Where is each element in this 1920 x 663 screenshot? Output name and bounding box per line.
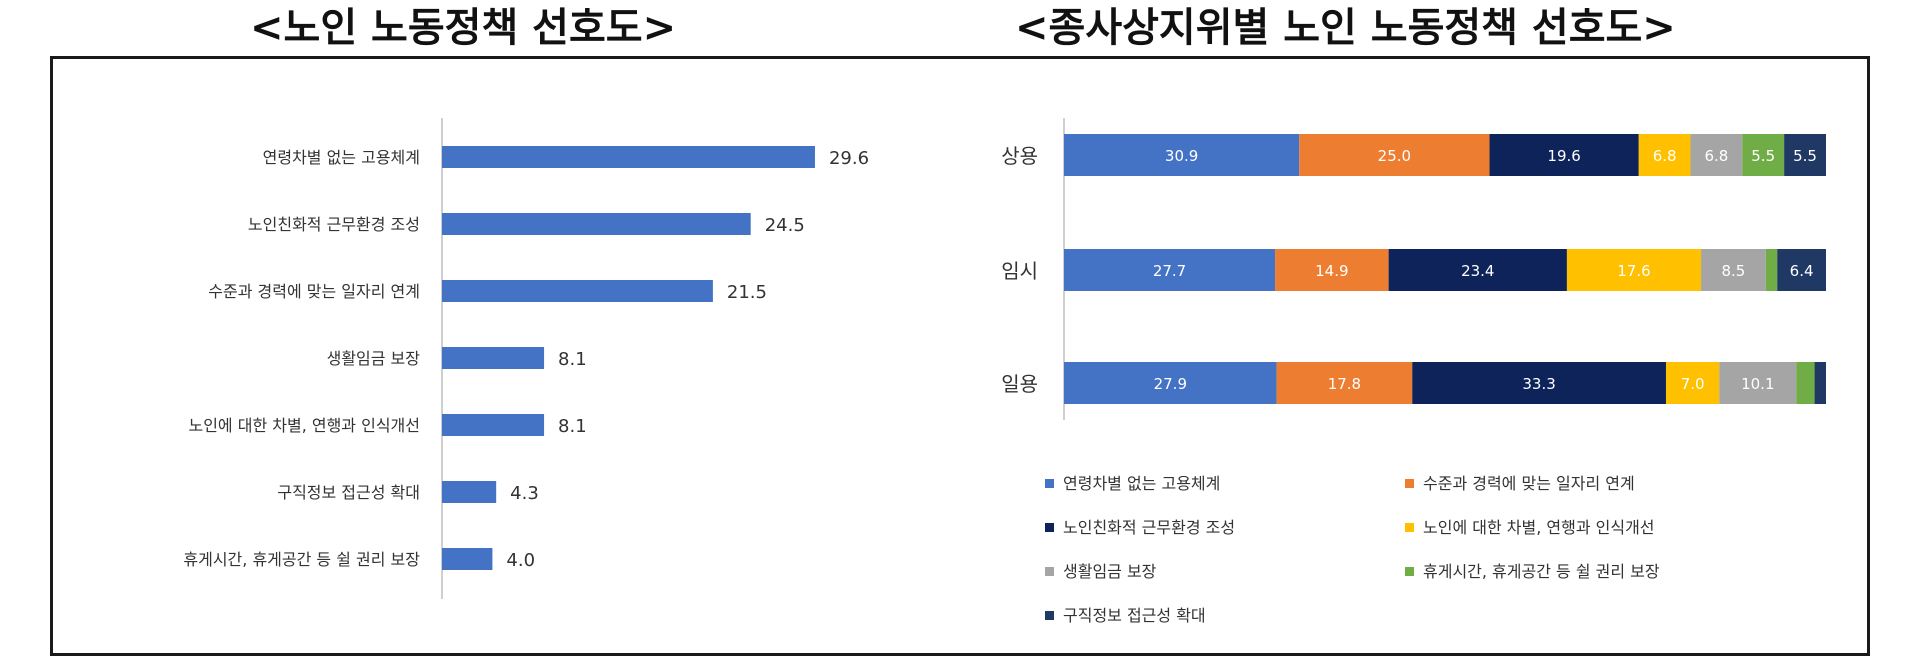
right-category-label: 임시 bbox=[1001, 259, 1038, 283]
stacked-bar-segment bbox=[1719, 362, 1797, 404]
left-bar-data-label: 4.0 bbox=[506, 550, 535, 571]
left-category-label: 수준과 경력에 맞는 일자리 연계 bbox=[208, 282, 420, 301]
left-bar bbox=[442, 414, 545, 436]
segment-data-label: 23.4 bbox=[1461, 262, 1494, 280]
left-bar-data-label: 4.3 bbox=[510, 483, 539, 504]
right-category-label: 상용 bbox=[1001, 144, 1038, 168]
segment-data-label: 27.9 bbox=[1154, 375, 1187, 393]
segment-data-label: 33.3 bbox=[1522, 375, 1555, 393]
segment-data-label: 30.9 bbox=[1165, 147, 1198, 165]
segment-data-label: 6.8 bbox=[1653, 147, 1677, 165]
left-bar-data-label: 24.5 bbox=[765, 215, 805, 236]
legend-item-label: 휴게시간, 휴게공간 등 쉴 권리 보장 bbox=[1423, 562, 1660, 581]
segment-data-label: 5.5 bbox=[1751, 147, 1775, 165]
legend-swatch bbox=[1405, 479, 1414, 488]
left-category-label: 휴게시간, 휴게공간 등 쉴 권리 보장 bbox=[183, 550, 420, 569]
legend-item-label: 수준과 경력에 맞는 일자리 연계 bbox=[1423, 474, 1635, 493]
left-category-label: 연령차별 없는 고용체계 bbox=[263, 148, 420, 167]
segment-data-label: 5.5 bbox=[1793, 147, 1817, 165]
stacked-bar-segment bbox=[1064, 249, 1276, 291]
legend-item-label: 구직정보 접근성 확대 bbox=[1063, 606, 1206, 625]
left-bar bbox=[442, 146, 815, 168]
stacked-bar-segment bbox=[1784, 134, 1826, 176]
left-bar bbox=[442, 548, 493, 570]
stacked-bar-segment bbox=[1299, 134, 1490, 176]
right-chart-title: <종사상지위별 노인 노동정책 선호도> bbox=[1015, 5, 1676, 51]
left-bar-data-label: 21.5 bbox=[727, 282, 767, 303]
segment-data-label: 17.8 bbox=[1328, 375, 1361, 393]
left-bar-chart: 연령차별 없는 고용체계 29.6 노인친화적 근무환경 조성 24.5 수준과 경력에… bbox=[183, 118, 869, 599]
legend-swatch bbox=[1045, 611, 1054, 620]
segment-data-label: 10.1 bbox=[1741, 375, 1774, 393]
left-bar-data-label: 29.6 bbox=[829, 148, 869, 169]
stacked-bar-segment bbox=[1388, 249, 1567, 291]
stacked-bar-segment bbox=[1275, 249, 1389, 291]
legend-item-label: 노인에 대한 차별, 연행과 인식개선 bbox=[1423, 518, 1655, 537]
legend-swatch bbox=[1405, 523, 1414, 532]
stacked-bar-segment bbox=[1690, 134, 1743, 176]
right-category-label: 일용 bbox=[1001, 372, 1038, 396]
left-bar bbox=[442, 481, 497, 503]
segment-data-label: 25.0 bbox=[1378, 147, 1411, 165]
left-bar bbox=[442, 347, 545, 369]
left-chart-title: <노인 노동정책 선호도> bbox=[250, 5, 677, 51]
legend-item-label: 노인친화적 근무환경 조성 bbox=[1063, 518, 1235, 537]
legend-swatch bbox=[1045, 479, 1054, 488]
stacked-bar-segment bbox=[1276, 362, 1413, 404]
stacked-bar-segment bbox=[1566, 249, 1702, 291]
stacked-bar-segment bbox=[1489, 134, 1639, 176]
stacked-bar-segment bbox=[1777, 249, 1826, 291]
left-bar bbox=[442, 280, 713, 302]
right-stacked-bar-chart: 상용 30.9 25.0 19.6 6.8 6.8 5.5 5.5 임시 27.7 14.9 23.4… bbox=[1001, 118, 1826, 420]
left-category-label: 노인친화적 근무환경 조성 bbox=[248, 215, 420, 234]
segment-data-label: 27.7 bbox=[1153, 262, 1186, 280]
segment-data-label: 6.8 bbox=[1704, 147, 1728, 165]
left-category-label: 노인에 대한 차별, 연행과 인식개선 bbox=[188, 416, 420, 435]
segment-data-label: 8.5 bbox=[1721, 262, 1745, 280]
legend-swatch bbox=[1045, 567, 1054, 576]
stacked-bar-segment bbox=[1064, 134, 1300, 176]
segment-data-label: 6.4 bbox=[1790, 262, 1814, 280]
stacked-bar-segment bbox=[1814, 362, 1826, 404]
stacked-bar-segment bbox=[1064, 362, 1277, 404]
left-bar-data-label: 8.1 bbox=[558, 349, 587, 370]
left-bar-data-label: 8.1 bbox=[558, 416, 587, 437]
legend-swatch bbox=[1045, 523, 1054, 532]
segment-data-label: 7.0 bbox=[1681, 375, 1705, 393]
stacked-bar-segment bbox=[1638, 134, 1691, 176]
legend-item-label: 생활임금 보장 bbox=[1063, 562, 1157, 581]
stacked-bar-segment bbox=[1412, 362, 1666, 404]
segment-data-label: 17.6 bbox=[1617, 262, 1650, 280]
segment-data-label: 14.9 bbox=[1315, 262, 1348, 280]
legend-item-label: 연령차별 없는 고용체계 bbox=[1063, 474, 1220, 493]
stacked-bar-segment bbox=[1796, 362, 1815, 404]
stacked-bar-segment bbox=[1701, 249, 1766, 291]
stacked-bar-segment bbox=[1665, 362, 1720, 404]
left-category-label: 생활임금 보장 bbox=[327, 349, 421, 368]
legend-swatch bbox=[1405, 567, 1414, 576]
left-category-label: 구직정보 접근성 확대 bbox=[277, 483, 420, 502]
left-bar bbox=[442, 213, 751, 235]
segment-data-label: 19.6 bbox=[1547, 147, 1580, 165]
stacked-bar-segment bbox=[1765, 249, 1778, 291]
stacked-bar-segment bbox=[1742, 134, 1785, 176]
